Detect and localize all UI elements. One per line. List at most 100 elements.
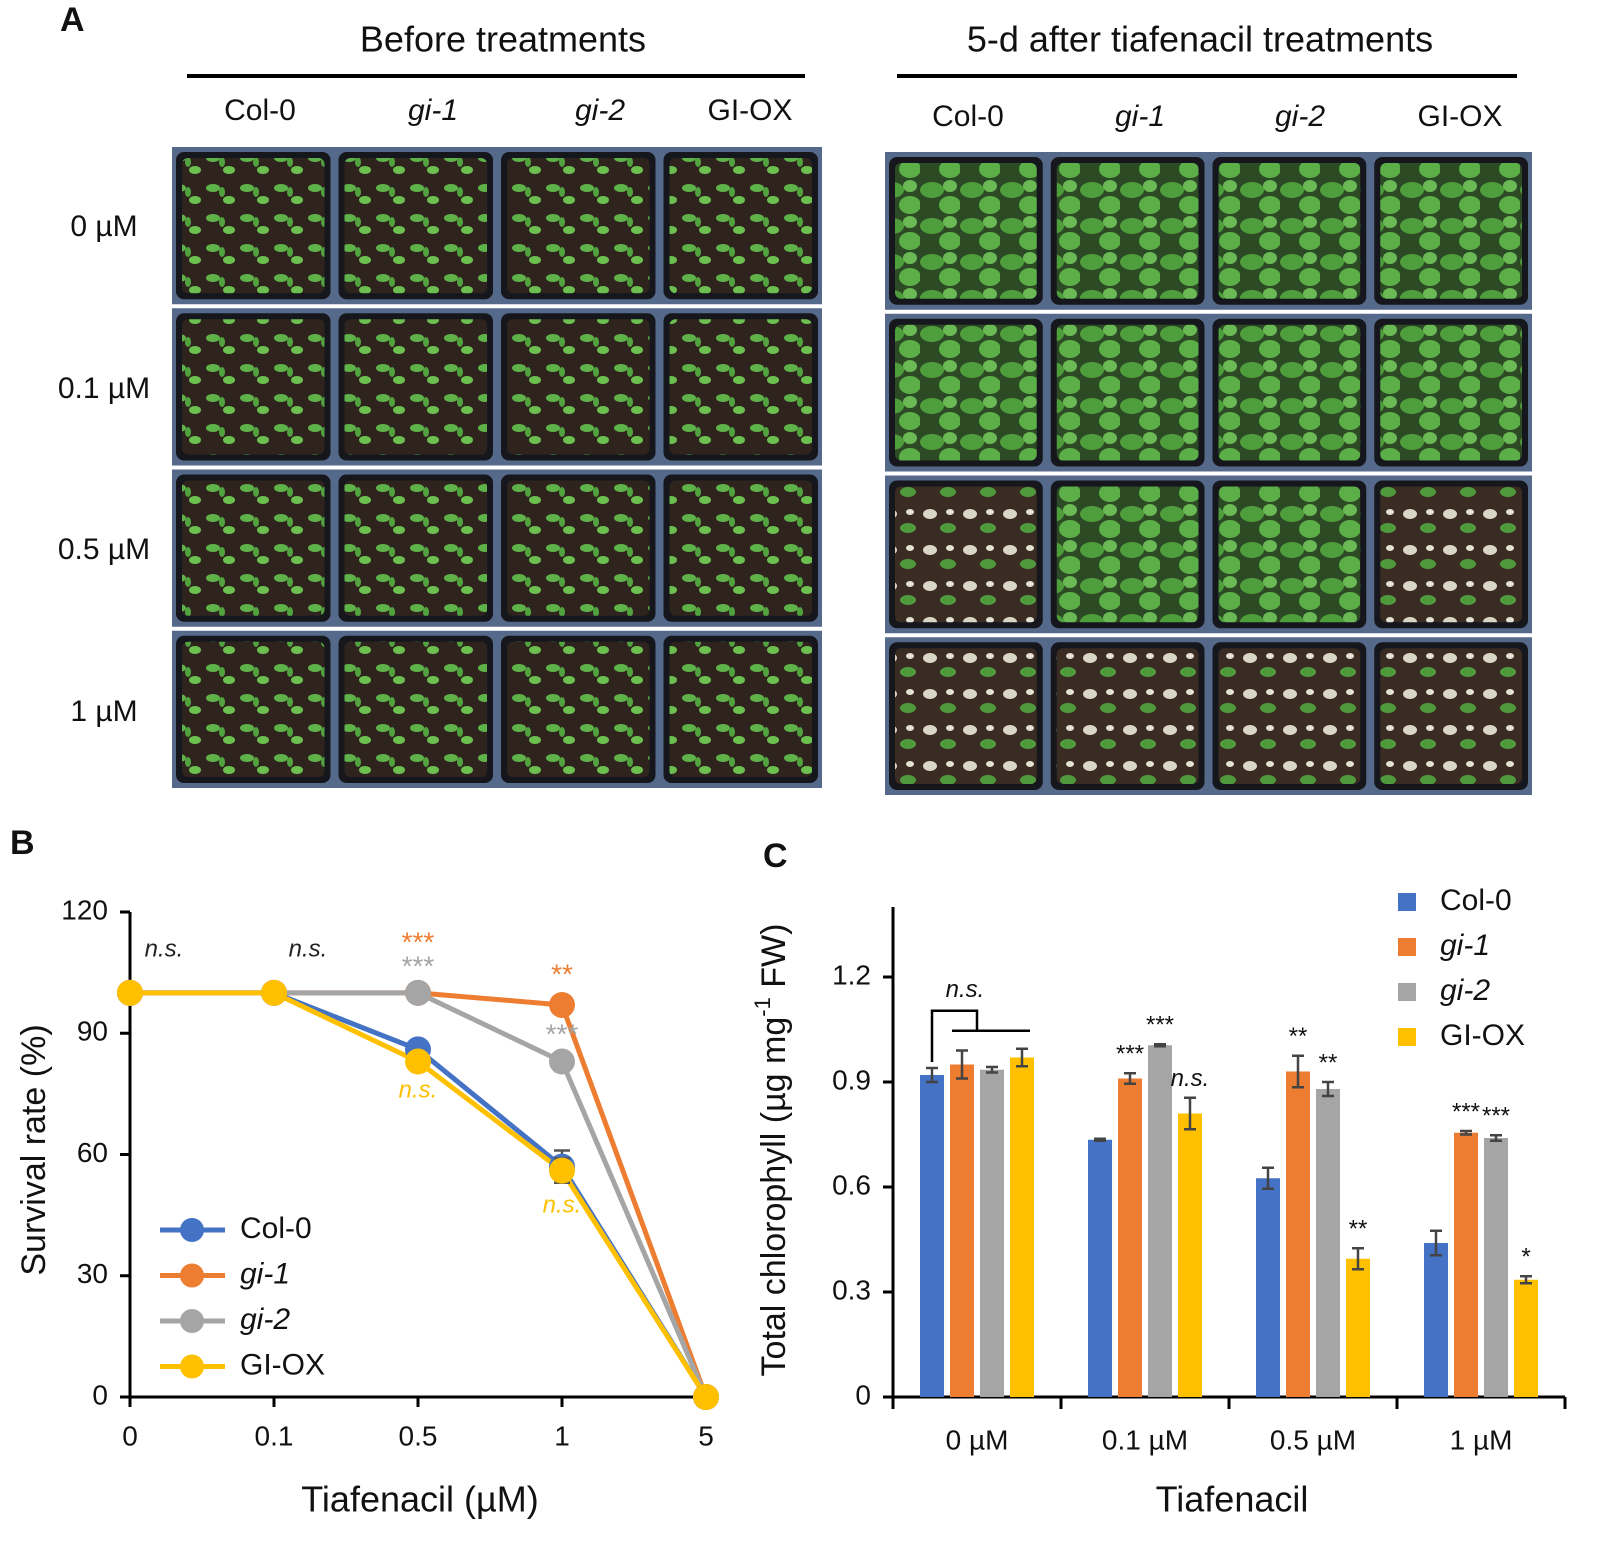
legend-swatch [1398,893,1416,911]
bar [1178,1113,1202,1397]
photo-plants [1380,648,1522,784]
column-label: gi-1 [1115,100,1165,133]
error-bar [1520,1275,1532,1285]
panel-label: B [10,824,35,862]
y-axis-label: Total chlorophyll (µg mg-1 FW) [750,924,793,1377]
photo-plants [1380,486,1522,623]
photo-plants [1056,486,1199,623]
y-tick-label: 0.6 [832,1169,871,1200]
x-tick-label: 0.1 µM [1102,1424,1188,1455]
photo-plants [669,158,812,294]
y-tick-label: 1.2 [832,959,871,990]
photo-plants [1218,648,1361,784]
panel-label: C [763,837,788,875]
significance-label: *** [546,1018,579,1049]
bar [1088,1139,1112,1397]
bar [1316,1089,1340,1397]
x-axis-label: Tiafenacil [1156,1479,1309,1520]
x-axis-label: Tiafenacil (µM) [301,1479,538,1520]
photo-plants [1380,163,1522,299]
photo-plants [1056,648,1199,784]
photo-plants [507,480,650,616]
photo-plants [895,163,1037,299]
legend-label: Col-0 [240,1212,312,1245]
bar [950,1064,974,1397]
y-tick-label: 120 [61,894,108,925]
row-label: 0.1 µM [58,372,150,405]
significance-label: ** [1349,1216,1368,1243]
photo-plants [507,158,650,294]
significance-label: *** [1482,1103,1510,1130]
column-label: Col-0 [224,94,296,127]
photo-plants [1056,324,1199,461]
error-bar [1262,1166,1274,1190]
column-label: gi-2 [1275,100,1325,133]
bar [1484,1138,1508,1397]
bar [1010,1057,1034,1397]
photo-plants [182,480,325,616]
significance-label: n.s. [289,935,328,962]
x-tick-label: 0 µM [946,1424,1009,1455]
y-axis-label-part: FW) [755,924,793,998]
error-bar [926,1066,938,1084]
point [549,1048,575,1075]
error-bar [1352,1247,1364,1271]
photo-plants [507,641,650,777]
point [549,1157,575,1184]
photo-plants [669,480,812,616]
legend-swatch [1398,1028,1416,1046]
significance-label: n.s. [946,976,985,1003]
y-axis-label-part: Total chlorophyll (µg mg [755,1017,793,1377]
panel-label: A [60,1,85,39]
error-bar [1460,1129,1472,1136]
bar [1454,1132,1478,1397]
significance-label: *** [1452,1098,1480,1125]
legend-label: Col-0 [1440,884,1512,917]
photo-plants [895,324,1037,461]
photo-plants [344,480,487,616]
error-bar [1292,1054,1304,1089]
photo-plants [182,641,325,777]
error-bar [1184,1096,1196,1131]
bar [1148,1045,1172,1397]
photo-plants [182,319,325,455]
bar [1256,1178,1280,1397]
error-bar [956,1049,968,1080]
legend-label: gi-2 [1440,974,1490,1007]
bar [980,1069,1004,1397]
legend-label: GI-OX [1440,1019,1525,1052]
legend-label: gi-1 [1440,929,1490,962]
x-tick-label: 0.5 µM [1270,1424,1356,1455]
y-tick-label: 0 [92,1379,108,1410]
error-bar [1490,1133,1502,1143]
bar [1346,1258,1370,1397]
photo-plants [1218,486,1361,623]
x-tick-label: 1 [554,1420,570,1451]
x-tick-label: 1 µM [1450,1424,1513,1455]
group-title: 5-d after tiafenacil treatments [967,19,1433,60]
photo-plants [669,641,812,777]
column-label: Col-0 [932,100,1004,133]
point [261,979,287,1006]
bar [920,1075,944,1397]
error-bar [1322,1080,1334,1098]
significance-label: *** [402,926,435,957]
point [693,1384,719,1410]
significance-label: n.s. [543,1191,582,1218]
photo-plants [344,641,487,777]
column-label: GI-OX [707,94,792,127]
y-tick-label: 90 [77,1016,108,1047]
significance-label: * [1521,1244,1530,1271]
legend-label: gi-2 [240,1303,290,1336]
point [405,979,431,1006]
bar [1118,1078,1142,1397]
point [549,991,575,1018]
bracket [930,1009,1030,1062]
photo-plants [1380,324,1522,461]
y-tick-label: 0.9 [832,1064,871,1095]
x-tick-label: 0.5 [399,1420,438,1451]
significance-label: *** [402,950,435,981]
row-label: 0 µM [70,210,137,243]
error-bar [1124,1072,1136,1085]
y-axis-label: Survival rate (%) [15,1024,53,1275]
